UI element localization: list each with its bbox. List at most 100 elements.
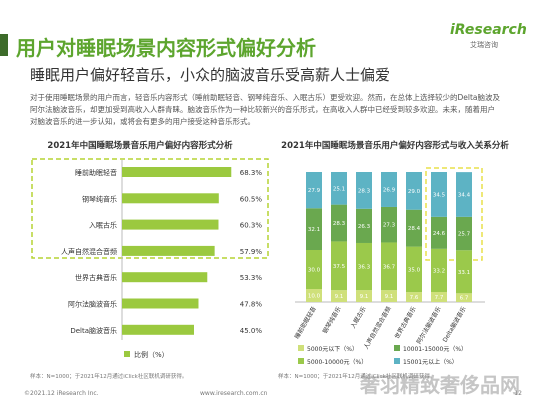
data-label: 7.7 [435, 295, 444, 301]
data-label: 47.8% [240, 301, 263, 309]
data-label: 53.3% [240, 274, 263, 282]
x-tick-label: 钢琴纯音乐 [321, 305, 343, 335]
legend-label: 5000元以下（%） [307, 346, 358, 353]
data-label: 9.1 [385, 294, 394, 300]
chart-title: 2021年中国睡眠场景音乐用户偏好内容形式与收入关系分析 [281, 140, 509, 151]
logo-sub: 艾瑞咨询 [470, 41, 498, 49]
chart-title: 2021年中国睡眠场景音乐用户偏好内容形式分析 [47, 140, 233, 151]
x-tick-label: 入眠古乐 [349, 305, 368, 330]
bar-segment [331, 172, 347, 205]
bar-segment [431, 291, 447, 302]
highlight-box [31, 158, 269, 259]
y-tick-label: 睡前助眠轻音 [75, 168, 117, 177]
bar-segment [431, 172, 447, 217]
data-label: 27.3 [383, 223, 396, 229]
y-tick-label: 世界古典音乐 [75, 273, 117, 282]
data-label: 68.3% [240, 169, 263, 177]
y-tick-label: 钢琴纯音乐 [82, 194, 117, 203]
bar-segment [381, 206, 397, 243]
legend-swatch [394, 345, 400, 351]
bar-segment [331, 290, 347, 302]
bar-segment [356, 290, 372, 302]
bar-segment [381, 290, 397, 302]
bar-segment [381, 172, 397, 207]
copyright: ©2021.12 iResearch Inc. [24, 390, 99, 397]
bar-segment [406, 246, 422, 293]
page-title: 用户对睡眠场景内容形式偏好分析 [16, 36, 316, 60]
bar [122, 245, 215, 256]
data-label: 25.1 [333, 186, 345, 192]
data-label: 35.0 [408, 267, 421, 273]
bar-segment [456, 293, 472, 302]
bar-segment [306, 208, 322, 250]
bar [122, 219, 219, 230]
data-label: 30.0 [308, 268, 321, 274]
legend-swatch [298, 345, 304, 351]
note: 样本：N=1000；于2021年12月通过iClick社区联机调研获得。 [30, 372, 187, 380]
bar [122, 272, 208, 283]
bar-segment [356, 172, 372, 209]
bar-segment [431, 248, 447, 292]
bar-segment [306, 289, 322, 302]
y-tick-label: 人声自然混合音频 [61, 247, 117, 256]
bar [122, 167, 232, 177]
y-tick-label: 入眠古乐 [89, 221, 117, 230]
bar-segment [456, 250, 472, 294]
data-label: 26.9 [383, 187, 396, 193]
bar-segment [406, 209, 422, 247]
title-accent [0, 34, 8, 56]
data-label: 36.3 [358, 265, 371, 271]
data-label: 7.6 [410, 295, 419, 301]
data-label: 34.4 [458, 192, 471, 198]
data-label: 25.7 [458, 232, 471, 238]
bar [122, 193, 219, 204]
highlight-box [425, 167, 483, 261]
bar [122, 324, 194, 335]
bar [122, 298, 199, 309]
data-label: 29.0 [408, 189, 421, 195]
data-label: 28.3 [358, 188, 371, 194]
data-label: 34.5 [433, 192, 446, 198]
note: 样本：N=1000；于2021年12月通过iClick社区联机调研获得。 [278, 372, 435, 380]
url: www.iresearch.com.cn [200, 390, 268, 397]
subtitle: 睡眠用户偏好轻音乐，小众的脑波音乐受高薪人士偏爱 [30, 66, 391, 84]
bar-segment [306, 172, 322, 209]
data-label: 37.5 [333, 264, 346, 270]
data-label: 33.2 [433, 268, 445, 274]
data-label: 36.7 [383, 264, 396, 270]
x-tick-label: 阿尔法脑波音乐 [415, 305, 443, 345]
bar-segment [331, 204, 347, 242]
data-label: 60.3% [240, 222, 263, 230]
data-label: 10.0 [308, 294, 321, 300]
legend-label: 15001元以上（%） [403, 358, 458, 366]
bar-segment [306, 250, 322, 289]
data-label: 27.9 [308, 188, 321, 194]
bar-segment [356, 208, 372, 243]
data-label: 26.3 [358, 224, 371, 230]
x-tick-label: 人声自然混合音频 [362, 305, 393, 351]
page-number: 12 [514, 390, 522, 397]
bar-segment [331, 241, 347, 291]
legend-swatch [298, 358, 304, 364]
x-tick-label: 世界古典音乐 [393, 305, 418, 340]
data-label: 9.1 [360, 294, 369, 300]
data-label: 57.9% [240, 248, 263, 256]
legend-swatch [124, 351, 130, 357]
x-tick-label: Delta脑波音乐 [441, 305, 468, 344]
data-label: 32.1 [308, 227, 320, 233]
data-label: 33.1 [458, 270, 470, 276]
legend-swatch [394, 358, 400, 364]
y-tick-label: 阿尔法脑波音乐 [68, 300, 117, 309]
watermark: 奢羽精致奢侈品网 [359, 373, 520, 397]
paragraph: 对于使用睡眠场景的用户而言，轻音乐内容形式（睡前助眠轻音、钢琴纯音乐、入眠古乐）… [30, 93, 501, 126]
x-tick-label: 睡前助眠轻音 [293, 305, 318, 340]
bar-segment [381, 242, 397, 291]
data-label: 60.5% [240, 195, 263, 203]
legend-label: 10001-15000元（%） [403, 346, 467, 353]
data-label: 6.7 [460, 296, 469, 302]
bar-segment [456, 172, 472, 217]
data-label: 24.6 [433, 231, 446, 237]
data-label: 9.1 [335, 294, 344, 300]
